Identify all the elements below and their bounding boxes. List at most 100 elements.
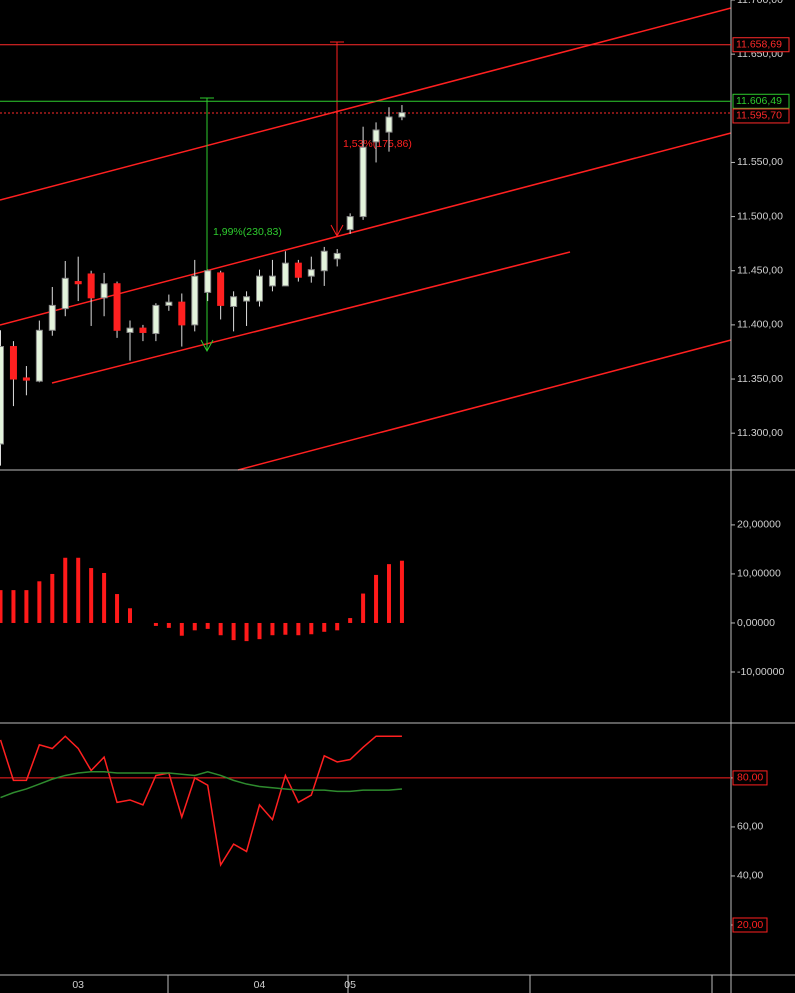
candle-body	[333, 252, 341, 260]
candle-body	[230, 296, 238, 307]
tick-box	[732, 917, 768, 933]
trendline	[237, 339, 732, 471]
measure-arrow	[330, 224, 344, 238]
y-tick-label: 0,00000	[737, 617, 775, 629]
candle-body	[372, 129, 380, 143]
y-tick-label: 80,00	[737, 772, 763, 784]
candle-body	[204, 270, 212, 293]
trendline	[0, 132, 732, 326]
candle-body	[113, 283, 121, 331]
histogram-bar	[115, 594, 120, 623]
y-tick-label: 11.350,00	[737, 373, 783, 385]
candle-body	[217, 272, 225, 306]
histogram-bar	[374, 574, 379, 623]
price-label: 11.658,69	[736, 39, 782, 51]
x-tick-label: 03	[72, 979, 84, 991]
candle-body	[243, 296, 251, 302]
histogram-bar	[102, 572, 107, 623]
candle-body	[126, 327, 134, 333]
candle-body	[320, 250, 328, 272]
histogram-bar	[231, 622, 236, 641]
candle-body	[346, 216, 354, 231]
candle-body	[9, 346, 17, 380]
candle-body	[139, 327, 147, 333]
price-box	[732, 37, 790, 53]
histogram-bar	[24, 590, 29, 623]
histogram-bar	[50, 573, 55, 623]
candle-body	[294, 262, 302, 278]
candle-body	[48, 304, 56, 331]
histogram-bar	[192, 622, 197, 631]
trendline	[51, 251, 571, 384]
histogram-bar	[179, 622, 184, 636]
candle-body	[268, 275, 276, 287]
x-tick-label: 05	[344, 979, 356, 991]
histogram-bar	[89, 568, 94, 623]
candle-body	[178, 301, 186, 326]
candle-body	[74, 281, 82, 285]
histogram-bar	[361, 593, 366, 623]
histogram-bar	[387, 564, 391, 623]
histogram-bar	[63, 557, 68, 623]
histogram-bar	[348, 618, 353, 623]
trendlines	[0, 7, 732, 471]
candle-body	[0, 346, 4, 445]
x-tick-label: 04	[254, 979, 266, 991]
histogram-bar	[218, 622, 223, 636]
candle-body	[100, 283, 108, 299]
histogram-bar	[335, 622, 340, 631]
price-label: 11.606,49	[736, 95, 782, 107]
histogram-bar	[205, 622, 210, 629]
histogram-bar	[399, 560, 404, 623]
candle-body	[87, 273, 95, 299]
y-tick-label: 11.550,00	[737, 156, 783, 168]
candle-body	[165, 301, 173, 306]
histogram-bar	[322, 622, 327, 632]
candle-body	[256, 275, 263, 302]
candle-body	[307, 269, 315, 277]
histogram-bar	[296, 622, 301, 636]
price-box	[732, 108, 790, 124]
histogram-bar	[283, 622, 288, 635]
measure-arrow	[200, 339, 214, 353]
candle-body	[35, 329, 43, 382]
histogram-bar	[257, 622, 262, 640]
series-line	[0, 771, 403, 799]
y-tick-label: 11.300,00	[737, 427, 783, 439]
price-box	[732, 93, 790, 109]
y-tick-label: 20,00	[737, 919, 763, 931]
y-tick-label: 10,00000	[737, 568, 781, 580]
y-tick-label: 60,00	[737, 821, 763, 833]
candle-body	[61, 277, 69, 310]
candle-body	[359, 146, 367, 218]
series-line	[0, 735, 402, 868]
y-tick-label: 11.450,00	[737, 265, 783, 277]
y-tick-label: 11.700,00	[737, 0, 783, 6]
histogram-bar	[0, 590, 3, 623]
candle-body	[398, 112, 406, 118]
histogram-bar	[244, 622, 249, 642]
histogram-bar	[76, 557, 81, 623]
y-tick-label: 11.500,00	[737, 210, 783, 222]
histogram-bar	[166, 622, 171, 628]
candle-body	[385, 116, 393, 133]
candle-body	[281, 262, 289, 287]
price-label: 11.595,70	[736, 110, 782, 122]
y-tick-label: 40,00	[737, 870, 763, 882]
y-tick-label: 11.400,00	[737, 319, 783, 331]
candle-body	[152, 304, 160, 335]
measure-green	[200, 97, 214, 353]
histogram-bar	[270, 622, 275, 636]
histogram-bar	[309, 622, 314, 635]
trendline	[0, 7, 732, 201]
y-tick-label: 20,00000	[737, 519, 781, 531]
histogram-bar	[37, 581, 42, 623]
histogram-bar	[11, 590, 16, 623]
y-tick-label: -10,00000	[737, 666, 784, 678]
candle-body	[22, 377, 30, 381]
measure-red	[330, 41, 344, 238]
measure-label: 1,99%(230,83)	[213, 226, 282, 238]
tick-box	[732, 770, 768, 786]
